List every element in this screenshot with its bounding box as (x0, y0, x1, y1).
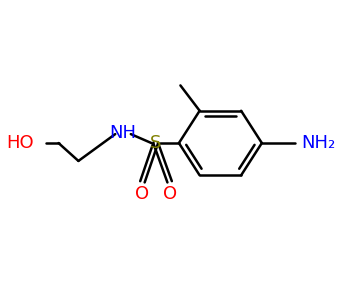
Text: HO: HO (6, 134, 34, 152)
Text: S: S (150, 134, 161, 152)
Text: O: O (135, 185, 149, 203)
Text: NH₂: NH₂ (302, 134, 336, 152)
Text: NH: NH (109, 124, 136, 141)
Text: O: O (162, 185, 177, 203)
